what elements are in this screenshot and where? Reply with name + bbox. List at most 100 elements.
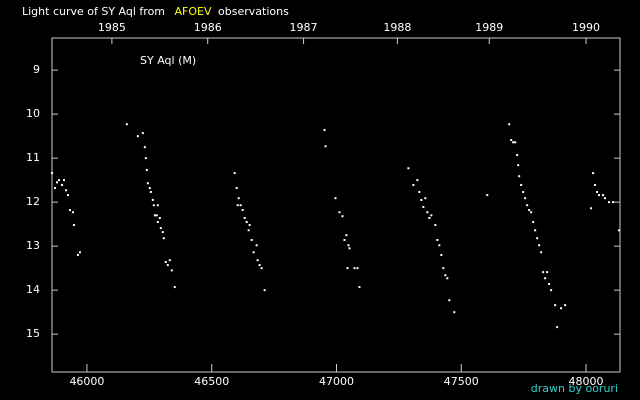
data-point — [426, 211, 429, 214]
data-point — [407, 167, 410, 170]
data-point — [510, 139, 513, 142]
data-point — [245, 220, 248, 223]
data-point — [248, 224, 251, 227]
data-point — [444, 274, 447, 277]
y-tick-label: 13 — [26, 239, 40, 252]
data-point — [548, 282, 551, 285]
data-point — [323, 128, 326, 131]
data-point — [453, 311, 456, 314]
data-point — [598, 194, 601, 197]
data-point — [159, 227, 162, 230]
data-point — [62, 179, 65, 182]
data-point — [422, 205, 425, 208]
data-point — [532, 220, 535, 223]
annotation: SY Aql (M) — [140, 54, 196, 67]
data-point — [514, 141, 517, 144]
data-point — [324, 145, 327, 148]
data-point — [416, 179, 419, 182]
data-point — [141, 132, 144, 135]
data-point — [235, 187, 238, 190]
data-point — [436, 238, 439, 241]
data-point — [594, 183, 597, 186]
data-point — [237, 197, 240, 200]
y-tick-label: 15 — [26, 327, 40, 340]
x-tick-label: 46500 — [194, 375, 229, 388]
data-point — [590, 207, 593, 210]
data-point — [146, 182, 149, 185]
data-point — [66, 194, 69, 197]
data-point — [440, 253, 443, 256]
data-point — [260, 267, 263, 270]
data-point — [554, 304, 557, 307]
x2-tick-label: 1986 — [194, 21, 222, 34]
data-point — [612, 201, 615, 204]
data-point — [170, 269, 173, 272]
data-point — [156, 204, 159, 207]
y-tick-label: 9 — [33, 63, 40, 76]
chart-title: Light curve of SY Aql from AFOEV observa… — [22, 5, 289, 18]
data-point — [536, 237, 539, 240]
x-tick-label: 47500 — [444, 375, 479, 388]
x2-tick-label: 1989 — [475, 21, 503, 34]
data-point — [60, 183, 63, 186]
x2-tick-label: 1988 — [383, 21, 411, 34]
data-point — [434, 224, 437, 227]
data-point — [512, 141, 515, 144]
data-point — [158, 216, 161, 219]
data-point — [420, 198, 423, 201]
data-point — [334, 197, 337, 200]
data-point — [556, 326, 559, 329]
data-point — [250, 238, 253, 241]
title-part: AFOEV — [175, 5, 212, 18]
y-tick-label: 12 — [26, 195, 40, 208]
data-point — [151, 198, 154, 201]
data-point — [604, 197, 607, 200]
data-point — [243, 216, 246, 219]
data-point — [153, 214, 156, 217]
data-point — [542, 271, 545, 274]
data-point — [424, 197, 427, 200]
data-point — [518, 175, 521, 178]
y-tick-label: 11 — [26, 151, 40, 164]
data-point — [145, 169, 148, 172]
data-point — [596, 191, 599, 194]
data-point — [247, 229, 250, 232]
data-point — [412, 183, 415, 186]
data-point — [263, 289, 266, 292]
data-point — [534, 229, 537, 232]
title-part: observations — [218, 5, 289, 18]
data-point — [358, 286, 361, 289]
data-point — [125, 123, 128, 126]
data-point — [438, 244, 441, 247]
data-point — [353, 267, 356, 270]
y-tick-label: 10 — [26, 107, 40, 120]
data-point — [161, 231, 164, 234]
y-tick-label: 14 — [26, 283, 40, 296]
data-point — [356, 267, 359, 270]
data-point — [546, 271, 549, 274]
data-point — [428, 216, 431, 219]
data-point — [522, 191, 525, 194]
data-point — [346, 267, 349, 270]
data-point — [608, 201, 611, 204]
data-point — [446, 277, 449, 280]
x2-tick-label: 1985 — [98, 21, 126, 34]
data-point — [442, 267, 445, 270]
data-point — [256, 259, 259, 262]
data-point — [540, 251, 543, 254]
data-point — [143, 146, 146, 149]
data-point — [236, 204, 239, 207]
data-point — [430, 214, 433, 217]
data-point — [418, 191, 421, 194]
data-point — [560, 307, 563, 310]
data-point — [341, 215, 344, 218]
data-point — [347, 244, 350, 247]
data-point — [343, 238, 346, 241]
data-point — [53, 187, 56, 190]
data-point — [520, 183, 523, 186]
data-point — [252, 251, 255, 254]
data-point — [166, 264, 169, 267]
data-point — [345, 234, 348, 237]
x-tick-label: 48000 — [569, 375, 604, 388]
